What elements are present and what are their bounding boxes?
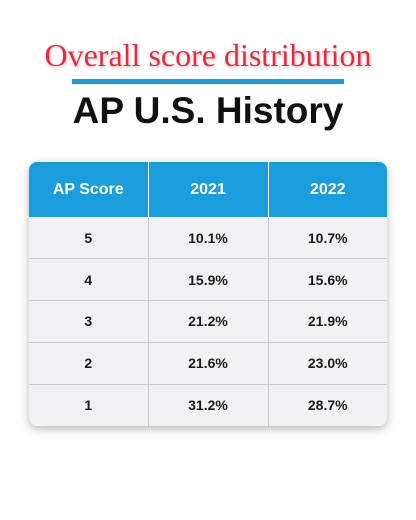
score-table-card: AP Score 2021 2022 5 10.1% 10.7% 4 15.9%… xyxy=(29,162,387,426)
value-2022-cell: 15.6% xyxy=(267,258,387,301)
chart-subtitle: Overall score distribution xyxy=(44,37,372,73)
score-cell: 5 xyxy=(84,229,93,246)
table-row: 4 15.9% 15.6% xyxy=(29,258,387,301)
score-cell: 3 xyxy=(29,300,148,343)
score-cell: 1 xyxy=(29,383,148,426)
table-header-row: AP Score 2021 2022 xyxy=(29,162,387,217)
value-2021-cell: 21.6% xyxy=(147,341,268,385)
table-row: 3 21.2% 21.9% xyxy=(29,300,387,343)
value-2022-cell: 10.7% xyxy=(267,217,387,259)
score-distribution-table: AP Score 2021 2022 5 10.1% 10.7% 4 15.9%… xyxy=(29,162,387,426)
value-2021-cell: 21.2% xyxy=(147,300,268,343)
header-2021: 2021 xyxy=(147,162,268,217)
header-2022: 2022 xyxy=(267,162,387,217)
value-2022-cell: 23.0% xyxy=(267,341,387,385)
header-ap-score: AP Score xyxy=(52,180,124,198)
table-row: 1 31.2% 28.7% xyxy=(29,383,387,426)
chart-title: AP U.S. History xyxy=(72,90,344,131)
value-2021-cell: 15.9% xyxy=(147,258,268,301)
accent-rule xyxy=(72,79,344,84)
score-cell: 2 xyxy=(29,341,148,385)
value-2021-cell: 31.2% xyxy=(147,383,268,426)
score-cell: 4 xyxy=(29,258,148,301)
value-2021-cell: 10.1% xyxy=(147,217,268,259)
table-row: 2 21.6% 23.0% xyxy=(29,341,387,385)
value-2022-cell: 21.9% xyxy=(267,300,387,343)
table-row: 5 10.1% 10.7% xyxy=(29,217,387,259)
value-2022-cell: 28.7% xyxy=(267,383,387,426)
